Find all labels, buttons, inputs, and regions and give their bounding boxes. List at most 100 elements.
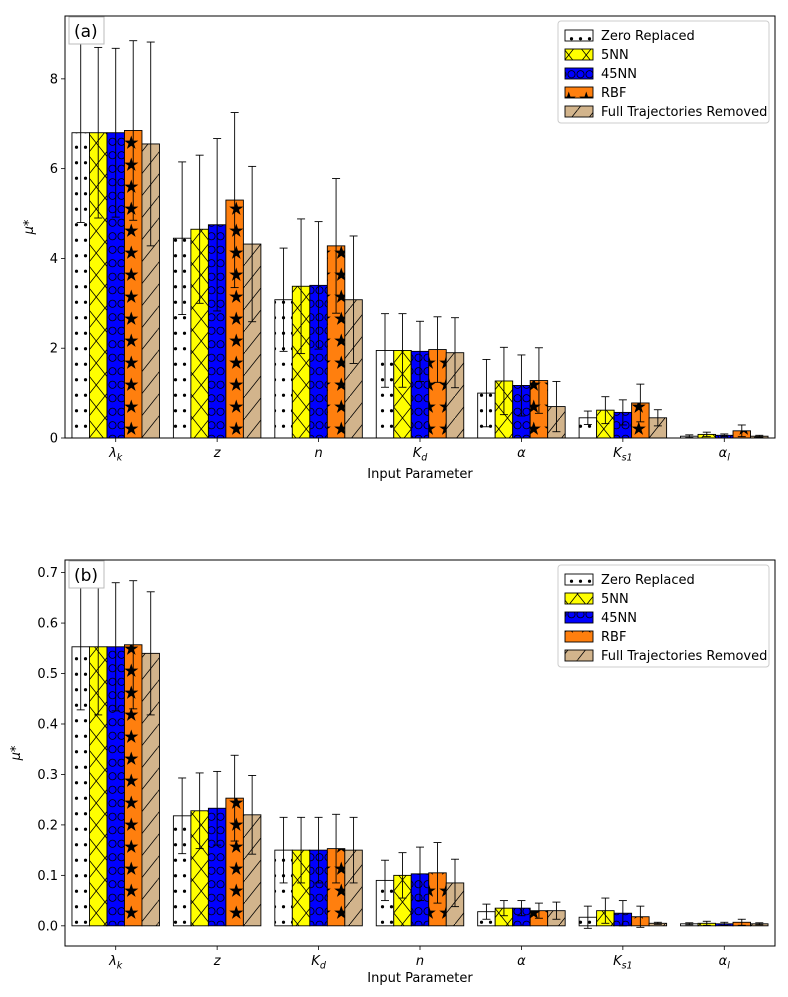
legend-label-rbf: RBF — [601, 630, 626, 645]
error-bar — [349, 235, 358, 364]
error-bar — [94, 46, 103, 219]
y-tick-label: 0.1 — [37, 869, 58, 884]
error-bar — [398, 313, 407, 388]
error-bar — [737, 424, 746, 438]
error-bar — [398, 852, 407, 899]
legend-swatch-hatch — [564, 48, 594, 61]
error-bar — [297, 816, 306, 884]
error-bar — [702, 920, 711, 926]
error-bar — [755, 434, 764, 438]
error-bar — [583, 410, 592, 425]
legend-label-zero-replaced: Zero Replaced — [601, 29, 695, 44]
error-bar — [653, 409, 662, 427]
error-bar — [146, 591, 155, 716]
x-tick-label: n — [416, 954, 424, 969]
y-tick-label: 6 — [50, 162, 58, 177]
panel-label-box — [68, 16, 105, 45]
error-bar — [636, 383, 645, 423]
x-tick-label: Kd — [413, 446, 429, 464]
legend-label-5nn: 5NN — [601, 48, 629, 63]
error-bar — [636, 905, 645, 928]
x-tick-label: n — [314, 446, 322, 461]
error-bar — [178, 161, 187, 315]
x-axis-label: Input Parameter — [367, 467, 473, 482]
error-bar — [332, 178, 341, 314]
error-bar — [213, 138, 222, 312]
error-bar — [314, 221, 323, 350]
error-bar — [482, 358, 491, 428]
x-tick-label: λk — [108, 446, 123, 464]
y-axis-label: μ* — [9, 745, 24, 761]
plot-frame — [64, 15, 776, 439]
error-bar — [601, 897, 610, 924]
error-bar — [552, 901, 561, 920]
error-bar — [517, 900, 526, 917]
y-tick-label: 0.2 — [37, 818, 58, 833]
y-tick-label: 0.5 — [37, 667, 58, 682]
error-bar — [451, 858, 459, 908]
legend-swatch-hatch — [564, 105, 594, 118]
plot-frame — [64, 559, 776, 947]
legend-swatch-hatch — [564, 649, 594, 662]
error-bar — [552, 380, 561, 433]
error-bar — [349, 816, 358, 884]
error-bar — [517, 354, 526, 417]
y-tick-label: 0.7 — [37, 566, 58, 581]
chart-panel-a: 0 2 4 6 8 λk z n Kd α Ks1 αl (a) Input Parameter μ* Zer… — [22, 15, 776, 482]
error-bar — [685, 922, 694, 926]
error-bar — [146, 41, 155, 247]
error-bar — [601, 396, 610, 425]
error-bar — [534, 347, 543, 414]
legend-box — [557, 20, 770, 124]
error-bar — [248, 165, 257, 323]
x-tick-label: α — [517, 954, 526, 969]
y-tick-label: 4 — [50, 252, 58, 267]
error-bar — [720, 433, 729, 438]
error-bar — [248, 775, 257, 855]
error-bar — [213, 770, 222, 846]
error-bar — [618, 900, 627, 927]
panel-label: (b) — [74, 566, 98, 586]
error-bar — [297, 218, 306, 355]
x-tick-label: Ks1 — [613, 446, 633, 464]
error-bar — [230, 112, 239, 289]
error-bar — [230, 754, 239, 842]
legend-label-45nn: 45NN — [601, 611, 637, 626]
x-tick-label: λk — [108, 954, 123, 972]
y-tick-label: 8 — [50, 72, 58, 87]
error-bar — [381, 313, 389, 388]
legend-label-full-trajectories-removed: Full Trajectories Removed — [601, 649, 767, 664]
x-axis-label: Input Parameter — [367, 971, 473, 986]
legend-label-full-trajectories-removed: Full Trajectories Removed — [601, 105, 767, 120]
error-bar — [451, 317, 459, 389]
error-bar — [178, 777, 187, 855]
legend-swatch-hatch — [564, 611, 594, 624]
y-tick-label: 0.4 — [37, 717, 58, 732]
error-bar — [702, 431, 711, 438]
x-tick-label: z — [213, 954, 222, 969]
error-bar — [416, 320, 424, 382]
y-axis-label: μ* — [22, 219, 37, 235]
legend-swatch-hatch — [564, 592, 594, 605]
panel-label: (a) — [74, 22, 98, 42]
error-bar — [720, 921, 729, 926]
y-tick-label: 2 — [50, 342, 58, 357]
error-bar — [433, 842, 442, 904]
error-bar — [195, 772, 204, 850]
error-bar — [195, 154, 204, 304]
y-tick-label: 0.0 — [37, 919, 58, 934]
legend: Zero Replaced 5NN 45NN RBF Full Trajectories… — [557, 20, 770, 124]
legend-swatch-hatch — [564, 573, 594, 586]
error-bar — [499, 346, 508, 416]
error-bar — [279, 816, 288, 884]
error-bar — [737, 918, 746, 926]
chart-panel-b: 0.0 0.1 0.2 0.3 0.4 0.5 0.6 0.7 λk z Kd n α Ks1 αl (b) I… — [9, 559, 776, 986]
x-tick-label: αl — [719, 954, 731, 972]
error-bar — [314, 816, 323, 884]
error-bar — [482, 903, 491, 920]
error-bar — [534, 902, 543, 919]
error-bar — [111, 582, 120, 712]
error-bar — [129, 580, 138, 710]
legend: Zero Replaced 5NN 45NN RBF Full Trajectories… — [557, 564, 770, 668]
x-tick-label: αl — [719, 446, 731, 464]
